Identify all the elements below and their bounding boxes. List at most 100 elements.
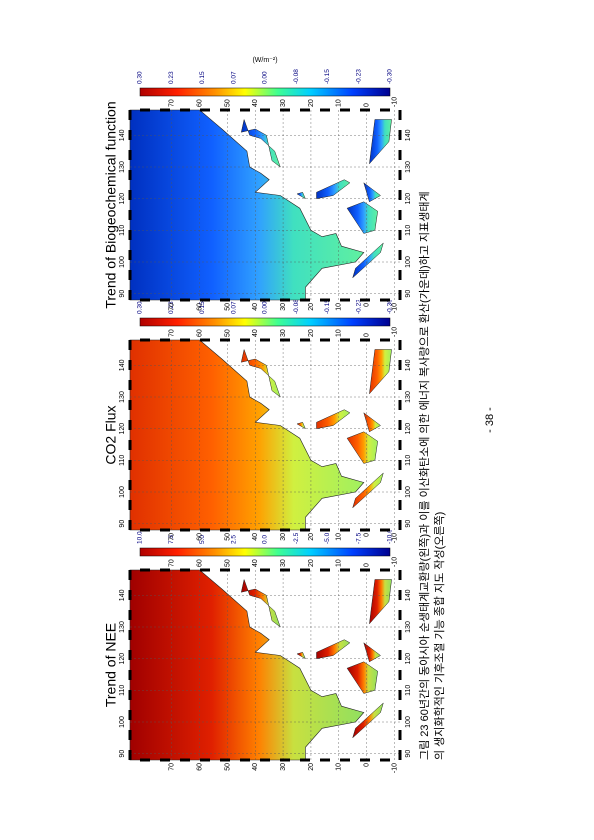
- land: [369, 349, 392, 395]
- map: [128, 338, 402, 532]
- lat-label: 10: [336, 533, 343, 541]
- land: [346, 201, 378, 234]
- lat-label: 50: [224, 99, 231, 107]
- lon-label: 140: [405, 589, 412, 601]
- land: [316, 179, 351, 200]
- lon-label: 120: [405, 653, 412, 665]
- colorbar-label: 0.23: [168, 301, 175, 314]
- lat-label: -10: [391, 97, 398, 107]
- map-frame: [128, 108, 402, 302]
- lat-label: 70: [169, 303, 176, 311]
- lat-label: 0: [363, 533, 370, 537]
- lat-label: 10: [336, 99, 343, 107]
- lon-label: 100: [405, 716, 412, 728]
- lat-label: 0: [363, 333, 370, 337]
- colorbar-label: 0.23: [168, 71, 175, 84]
- lat-label: 20: [308, 533, 315, 541]
- lat-label: 50: [224, 533, 231, 541]
- lat-label: 20: [308, 99, 315, 107]
- lon-label: 120: [405, 423, 412, 435]
- colorbar-label: -0.08: [293, 299, 300, 314]
- caption-line: 의 생지화학적인 기후조절 기능 종합 지도 작성(오른쪽): [433, 512, 446, 760]
- lon-label: 90: [119, 520, 126, 528]
- lat-label: 30: [280, 303, 287, 311]
- colorbar-label: -2.5: [293, 532, 300, 544]
- colorbar-label: -0.15: [324, 299, 331, 314]
- lat-label: 30: [280, 99, 287, 107]
- land: [296, 421, 306, 430]
- lon-label: 130: [405, 161, 412, 173]
- lat-label: 60: [196, 329, 203, 337]
- lon-label: 90: [405, 520, 412, 528]
- lat-label: 70: [169, 533, 176, 541]
- lat-label: 0: [363, 303, 370, 307]
- lat-label: 70: [169, 99, 176, 107]
- map: [128, 568, 402, 762]
- lon-label: 100: [405, 486, 412, 498]
- lon-label: 90: [405, 290, 412, 298]
- lat-label: 40: [252, 533, 259, 541]
- lat-label: 50: [224, 559, 231, 567]
- lat-label: 50: [224, 303, 231, 311]
- land: [129, 569, 365, 761]
- lat-label: 60: [196, 303, 203, 311]
- colorbar-unit: (W/m⁻²): [252, 57, 277, 64]
- land: [352, 242, 384, 279]
- lon-label: 120: [119, 423, 126, 435]
- lat-label: -10: [391, 303, 398, 313]
- lat-label: -10: [391, 557, 398, 567]
- lat-label: 0: [363, 563, 370, 567]
- caption-line: 그림 23 60년간의 동아시아 순생태계교환량(왼쪽)과 이를 이산화탄소에 …: [417, 191, 431, 760]
- colorbar: [139, 317, 391, 327]
- lat-label: 60: [196, 559, 203, 567]
- lon-label: 130: [119, 621, 126, 633]
- colorbar-label: 0.07: [230, 301, 237, 314]
- map-frame: [128, 568, 402, 762]
- lon-label: 90: [119, 750, 126, 758]
- colorbar-label: 0.30: [137, 301, 144, 314]
- lat-label: 0: [363, 103, 370, 107]
- map-frame: [128, 338, 402, 532]
- colorbar: [139, 547, 391, 557]
- lon-label: 110: [405, 685, 412, 696]
- lat-label: 40: [252, 559, 259, 567]
- lon-label: 120: [119, 653, 126, 665]
- figure-title: CO2 Flux: [103, 405, 119, 464]
- land: [352, 472, 384, 509]
- lat-label: 40: [252, 99, 259, 107]
- lat-label: 50: [224, 329, 231, 337]
- lat-label: 30: [280, 763, 287, 771]
- colorbar-label: -0.08: [293, 69, 300, 84]
- colorbar-label: 0.00: [262, 301, 269, 314]
- lon-label: 110: [119, 455, 126, 466]
- colorbar-label: 0.15: [199, 301, 206, 314]
- lat-label: 20: [308, 329, 315, 337]
- land: [316, 639, 351, 660]
- lat-label: -10: [391, 533, 398, 543]
- lat-label: 30: [280, 329, 287, 337]
- page-number: - 38 -: [484, 407, 496, 433]
- colorbar-label: -0.23: [355, 299, 362, 314]
- lon-label: 130: [119, 391, 126, 403]
- lon-label: 110: [119, 685, 126, 696]
- lon-label: 140: [119, 589, 126, 601]
- lat-label: 10: [336, 303, 343, 311]
- land: [129, 339, 365, 531]
- lat-label: 20: [308, 303, 315, 311]
- land: [352, 702, 384, 739]
- lat-label: 60: [196, 533, 203, 541]
- lat-label: 40: [252, 329, 259, 337]
- lat-label: 20: [308, 763, 315, 771]
- lon-label: 130: [405, 621, 412, 633]
- lat-label: 10: [336, 763, 343, 771]
- lon-label: 110: [405, 455, 412, 466]
- lat-label: 70: [169, 559, 176, 567]
- lon-label: 120: [119, 193, 126, 205]
- colorbar-label: -0.15: [324, 69, 331, 84]
- lon-label: 100: [119, 256, 126, 268]
- lat-label: 70: [169, 329, 176, 337]
- lon-label: 130: [119, 161, 126, 173]
- lat-label: 20: [308, 559, 315, 567]
- colorbar-label: -5.0: [324, 532, 331, 544]
